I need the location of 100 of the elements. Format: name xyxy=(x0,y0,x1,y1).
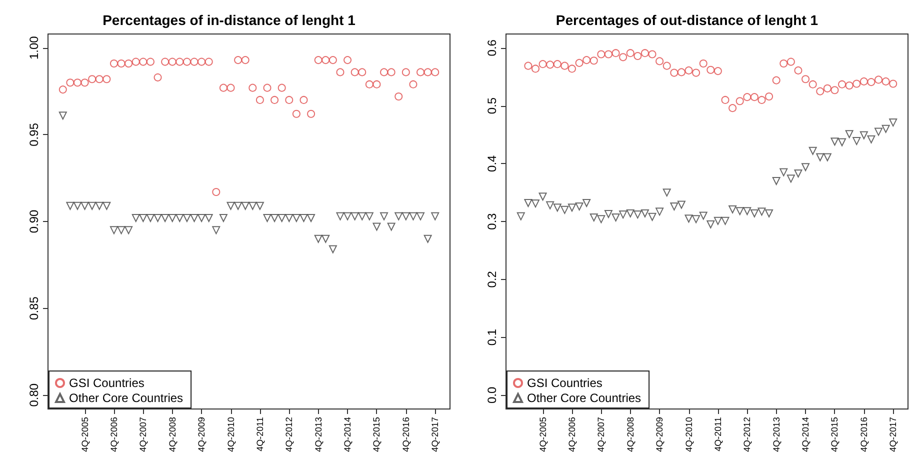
point xyxy=(728,205,737,214)
x-tick-label: 4Q-2009 xyxy=(654,417,665,452)
point xyxy=(263,84,272,92)
point xyxy=(684,66,693,74)
point xyxy=(794,66,802,74)
point xyxy=(431,68,440,76)
point xyxy=(780,168,788,176)
point xyxy=(575,202,584,210)
point xyxy=(882,77,890,86)
point xyxy=(314,234,322,243)
point xyxy=(882,124,890,133)
point xyxy=(424,234,432,243)
point xyxy=(750,93,758,102)
point xyxy=(204,58,213,66)
point xyxy=(823,153,832,162)
point xyxy=(889,80,898,88)
point xyxy=(662,62,671,70)
point xyxy=(699,60,708,68)
x-tick-label: 4Q-2011 xyxy=(254,417,265,452)
x-tick-label: 4Q-2012 xyxy=(742,417,752,452)
point xyxy=(575,58,584,67)
point xyxy=(344,212,352,220)
point xyxy=(626,209,634,218)
point xyxy=(307,110,316,118)
point xyxy=(531,64,540,73)
point xyxy=(117,226,126,234)
point xyxy=(626,49,634,58)
point xyxy=(394,212,403,220)
point xyxy=(845,130,854,138)
point xyxy=(380,212,388,220)
point xyxy=(538,60,547,68)
point xyxy=(634,210,642,219)
point xyxy=(110,60,118,68)
point xyxy=(154,214,162,222)
x-tick-label: 4Q-2008 xyxy=(625,417,636,452)
point xyxy=(80,78,89,87)
point xyxy=(802,163,810,172)
legend-label: GSI Countries xyxy=(527,376,602,390)
point xyxy=(409,80,418,88)
point xyxy=(758,96,766,104)
point xyxy=(677,200,686,209)
x-tick-label: 4Q-2008 xyxy=(167,417,178,452)
point xyxy=(402,68,410,76)
point xyxy=(256,96,264,104)
x-tick-label: 4Q-2006 xyxy=(566,417,577,452)
point xyxy=(597,215,606,224)
point xyxy=(336,68,344,76)
point xyxy=(409,212,418,220)
point xyxy=(328,56,337,64)
point xyxy=(182,214,191,222)
point xyxy=(168,214,176,222)
point xyxy=(204,214,213,222)
point xyxy=(88,75,96,84)
point xyxy=(838,80,846,88)
point xyxy=(619,53,628,62)
point xyxy=(182,58,191,66)
point xyxy=(816,87,824,96)
point xyxy=(786,58,795,66)
point xyxy=(241,202,250,210)
point xyxy=(95,75,104,84)
point xyxy=(270,96,279,104)
point xyxy=(350,212,359,220)
x-tick-label: 4Q-2014 xyxy=(342,417,353,452)
point xyxy=(350,68,359,76)
x-tick-label: 4Q-2015 xyxy=(372,417,382,452)
point xyxy=(102,202,111,210)
point xyxy=(677,68,686,76)
point xyxy=(582,56,591,64)
point xyxy=(285,96,294,104)
point xyxy=(743,93,752,102)
y-tick-label: 0.1 xyxy=(485,328,499,346)
point xyxy=(802,75,810,84)
point xyxy=(736,207,744,216)
x-tick-label: 4Q-2007 xyxy=(138,417,148,452)
point xyxy=(662,188,671,197)
point xyxy=(692,68,700,77)
point xyxy=(394,92,403,100)
point xyxy=(772,176,780,185)
point xyxy=(590,213,598,222)
point xyxy=(161,214,170,222)
point xyxy=(794,169,802,178)
point xyxy=(190,214,198,222)
point xyxy=(524,62,532,70)
point xyxy=(117,60,126,68)
point xyxy=(58,86,67,94)
point xyxy=(714,67,722,76)
point xyxy=(845,82,854,90)
point xyxy=(772,76,780,84)
point xyxy=(416,212,425,220)
point xyxy=(270,214,279,222)
point xyxy=(553,204,562,212)
point xyxy=(256,202,264,210)
point xyxy=(670,68,678,77)
point xyxy=(102,75,111,84)
point xyxy=(838,138,846,146)
point xyxy=(365,212,374,220)
point xyxy=(292,214,300,222)
point xyxy=(372,222,381,231)
point xyxy=(278,84,286,92)
point xyxy=(241,56,250,64)
